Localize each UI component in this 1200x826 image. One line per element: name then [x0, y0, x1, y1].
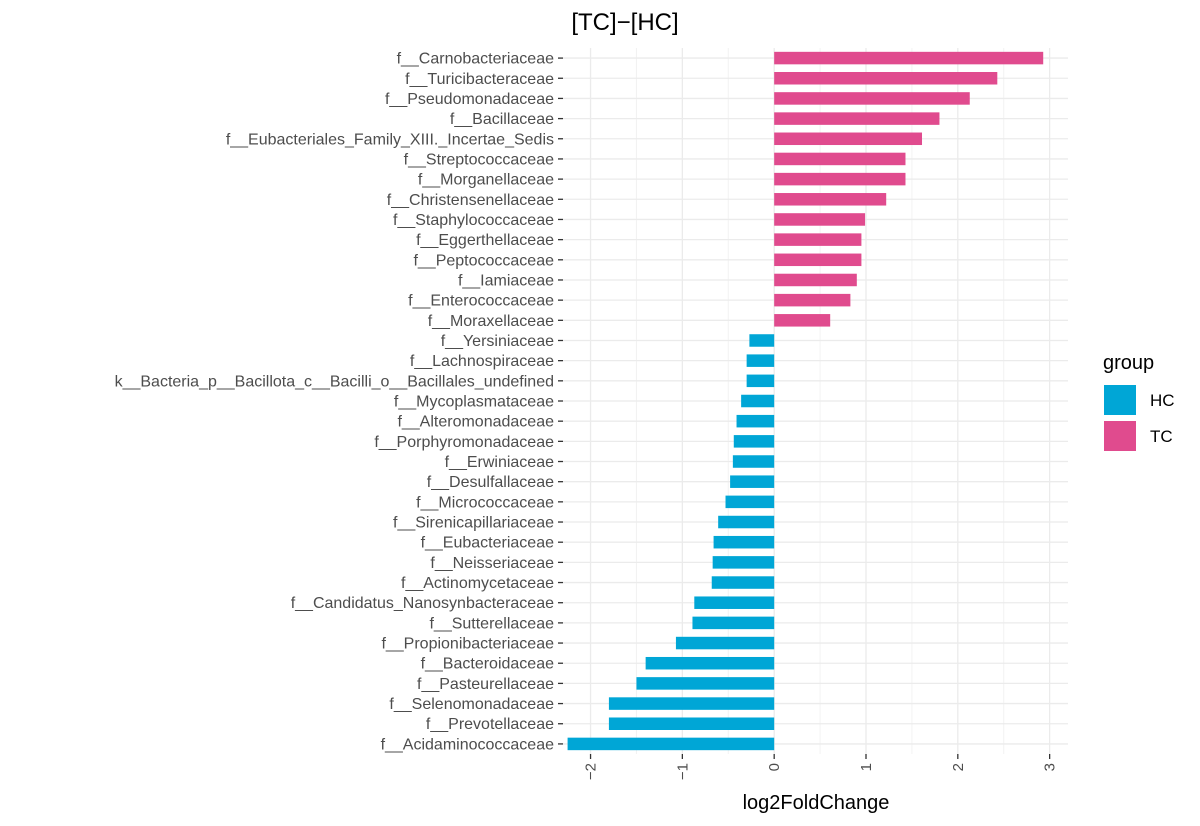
y-tick-label: f__Alteromonadaceae	[397, 414, 554, 431]
bar	[774, 72, 998, 85]
bar	[636, 677, 775, 690]
bar	[774, 152, 906, 166]
y-tick-label: f__Pseudomonadaceae	[385, 91, 554, 108]
bar	[746, 374, 775, 388]
bar	[692, 616, 775, 630]
bar	[774, 213, 866, 226]
legend-label: TC	[1150, 427, 1173, 446]
y-tick-label: k__Bacteria_p__Bacillota_c__Bacilli_o__B…	[115, 373, 554, 390]
y-axis: f__Carnobacteriaceae f__Turicibacteraceae…	[115, 51, 563, 753]
y-tick-label: f__Selenomonadaceae	[389, 696, 554, 713]
x-tick-label: 0	[766, 763, 783, 771]
bar	[746, 354, 775, 367]
legend: group HC TC	[1103, 352, 1175, 451]
bar	[725, 495, 775, 509]
y-tick-label: f__Carnobacteriaceae	[397, 51, 555, 68]
bar	[774, 92, 970, 105]
y-tick-label: f__Eggerthellaceae	[416, 232, 554, 249]
bar	[718, 515, 775, 529]
y-tick-label: f__Mycoplasmataceae	[394, 394, 554, 411]
x-axis-title: log2FoldChange	[743, 792, 890, 814]
y-tick-label: f__Bacteroidaceae	[421, 656, 555, 673]
bar	[774, 253, 862, 267]
bar	[608, 717, 775, 730]
x-tick-label: 1	[858, 763, 875, 771]
x-tick-label: −1	[674, 763, 691, 780]
y-tick-label: f__Desulfallaceae	[427, 474, 554, 491]
bar	[774, 132, 923, 146]
bars	[567, 51, 1044, 751]
bar	[732, 455, 775, 468]
y-tick-label: f__Yersiniaceae	[441, 333, 554, 350]
y-tick-label: f__Propionibacteriaceae	[381, 636, 554, 653]
y-tick-label: f__Lachnospiraceae	[410, 353, 554, 370]
x-tick-label: 2	[950, 763, 967, 771]
bar	[774, 233, 862, 246]
y-tick-label: f__Christensenellaceae	[387, 192, 554, 209]
bar	[711, 576, 775, 589]
y-tick-label: f__Pasteurellaceae	[417, 676, 554, 693]
bar	[741, 394, 775, 408]
y-tick-label: f__Sutterellaceae	[429, 615, 554, 632]
y-tick-label: f__Moraxellaceae	[428, 313, 554, 330]
y-tick-label: f__Turicibacteraceae	[405, 71, 554, 88]
legend-label: HC	[1150, 391, 1175, 410]
bar	[645, 656, 775, 670]
bar	[694, 596, 775, 609]
y-tick-label: f__Staphylococcaceae	[393, 212, 554, 229]
bar	[774, 314, 831, 327]
y-tick-label: f__Enterococcaceae	[408, 293, 554, 310]
x-tick-label: 3	[1042, 763, 1059, 771]
y-tick-label: f__Eubacteriales_Family_XIII._Incertae_S…	[226, 131, 554, 148]
y-tick-label: f__Bacillaceae	[450, 111, 554, 128]
bar	[749, 334, 775, 347]
bar	[774, 193, 887, 206]
bar	[774, 273, 857, 287]
y-tick-label: f__Sirenicapillariaceae	[393, 515, 554, 532]
bar	[730, 475, 775, 488]
y-tick-label: f__Neisseriaceae	[430, 555, 554, 572]
chart-title: [TC]−[HC]	[571, 9, 678, 36]
y-tick-label: f__Candidatus_Nanosynbacteraceae	[291, 595, 554, 612]
bar	[774, 51, 1044, 65]
y-tick-label: f__Acidaminococcaceae	[381, 736, 555, 753]
bar	[774, 172, 906, 186]
bar	[733, 435, 775, 448]
bar	[675, 636, 775, 650]
y-tick-label: f__Micrococcaceae	[416, 494, 554, 511]
y-tick-label: f__Actinomycetaceae	[401, 575, 554, 592]
bar	[713, 535, 775, 549]
legend-swatch	[1104, 385, 1136, 415]
y-tick-label: f__Iamiaceae	[458, 272, 554, 289]
bar	[608, 697, 775, 710]
x-axis: −2 −1 0 1 2 3	[583, 754, 1059, 780]
bar	[736, 414, 775, 428]
bar	[774, 112, 940, 125]
bar	[712, 556, 775, 569]
y-tick-label: f__Peptococcaceae	[413, 252, 554, 269]
bar	[774, 293, 851, 307]
bar	[567, 737, 775, 751]
y-tick-label: f__Streptococcaceae	[404, 151, 554, 168]
legend-swatch	[1104, 421, 1136, 451]
y-tick-label: f__Morganellaceae	[418, 172, 554, 189]
y-tick-label: f__Prevotellaceae	[426, 716, 554, 733]
y-tick-label: f__Porphyromonadaceae	[374, 434, 554, 451]
y-tick-label: f__Erwiniaceae	[445, 454, 555, 471]
y-tick-label: f__Eubacteriaceae	[421, 535, 555, 552]
x-tick-label: −2	[583, 763, 600, 780]
legend-title: group	[1103, 352, 1154, 374]
